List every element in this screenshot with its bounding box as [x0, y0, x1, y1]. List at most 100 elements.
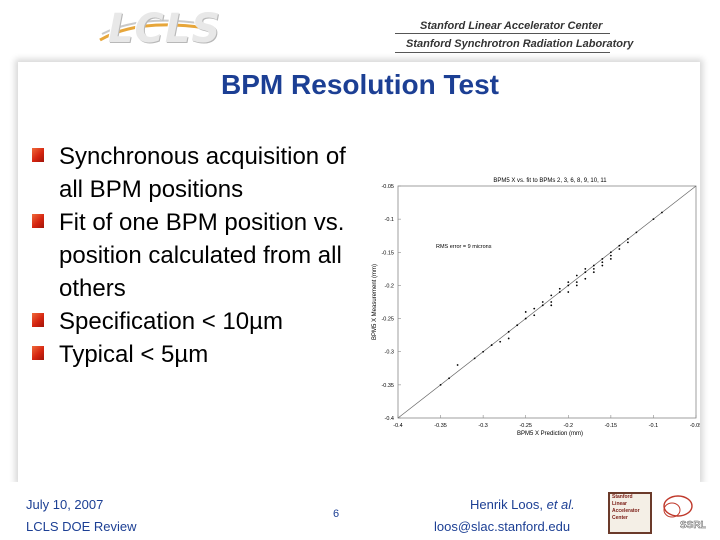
fit-line — [397, 185, 697, 419]
institution-line-2: Stanford Synchrotron Radiation Laborator… — [406, 38, 634, 50]
data-point — [661, 211, 663, 214]
bullet-text: Fit of one BPM position vs. position cal… — [59, 209, 345, 302]
ssrl-ring-icon — [663, 502, 681, 518]
data-point — [618, 244, 621, 247]
y-tick-label: -0.4 — [385, 416, 394, 422]
institution-line-1: Stanford Linear Accelerator Center — [420, 20, 603, 32]
data-point — [652, 218, 655, 221]
bullet-item: Fit of one BPM position vs. position cal… — [30, 206, 360, 305]
data-point — [482, 350, 485, 353]
bullet-list: Synchronous acquisition of all BPM posit… — [30, 140, 360, 371]
data-point — [533, 307, 536, 310]
data-point — [550, 301, 553, 303]
x-tick-label: -0.35 — [434, 423, 447, 429]
bullet-item: Specification < 10µm — [30, 305, 360, 338]
data-point — [473, 357, 476, 360]
y-tick-label: -0.3 — [385, 350, 394, 356]
bullet-text: Typical < 5µm — [59, 341, 209, 368]
slac-logo-line: Accelerator — [612, 508, 640, 514]
data-point — [524, 311, 527, 313]
data-point — [601, 264, 604, 267]
data-point — [550, 294, 553, 297]
data-point — [609, 254, 612, 257]
data-point — [541, 301, 544, 303]
data-point — [584, 277, 587, 280]
bullet-item: Synchronous acquisition of all BPM posit… — [30, 140, 360, 206]
data-point — [592, 267, 595, 270]
data-point — [592, 271, 595, 274]
slide-footer — [0, 482, 720, 540]
chart-title: BPM5 X vs. fit to BPMs 2, 3, 6, 8, 9, 10… — [493, 178, 607, 184]
y-tick-label: -0.15 — [381, 250, 394, 256]
data-point — [575, 284, 578, 287]
data-point — [609, 251, 612, 254]
lcls-logo: LCLS — [108, 6, 222, 52]
data-point — [609, 258, 612, 260]
slide-title: BPM Resolution Test — [221, 69, 499, 100]
data-point — [533, 314, 536, 317]
data-point — [567, 284, 570, 287]
data-point — [558, 291, 561, 293]
data-point — [456, 364, 459, 366]
x-tick-label: -0.1 — [649, 423, 658, 429]
x-tick-label: -0.2 — [564, 423, 573, 429]
slac-logo-line: Center — [612, 515, 628, 521]
data-point — [584, 267, 587, 270]
data-point — [558, 287, 561, 290]
data-point — [550, 304, 553, 307]
data-point — [507, 337, 510, 340]
header-rule-1 — [395, 33, 610, 34]
data-point — [499, 340, 502, 343]
data-point — [541, 304, 544, 307]
x-tick-label: -0.05 — [690, 423, 700, 429]
slac-logo: Stanford Linear Accelerator Center — [608, 492, 652, 534]
ssrl-logo: SSRL — [663, 495, 706, 531]
data-point — [626, 241, 629, 244]
bullet-text: Specification < 10µm — [59, 308, 283, 335]
author-etal: et al. — [546, 497, 575, 512]
page-number: 6 — [333, 508, 340, 520]
y-tick-label: -0.35 — [381, 383, 394, 389]
y-tick-label: -0.1 — [385, 217, 394, 223]
lcls-swoosh-icon — [99, 19, 207, 42]
data-point — [592, 264, 595, 267]
y-axis-label: BPM5 X Measurement (mm) — [372, 264, 378, 340]
y-tick-label: -0.25 — [381, 317, 394, 323]
data-point — [601, 258, 604, 260]
x-axis-label: BPM5 X Prediction (mm) — [517, 431, 583, 437]
data-point — [635, 231, 638, 234]
plot-frame — [397, 185, 697, 419]
bpm-scatter-chart: BPM5 X vs. fit to BPMs 2, 3, 6, 8, 9, 10… — [372, 178, 700, 437]
bullet-marker-icon — [32, 148, 44, 162]
data-point — [584, 271, 587, 274]
footer-event: LCLS DOE Review — [26, 519, 137, 534]
header-rule-2 — [395, 52, 610, 53]
footer-author: Henrik Loos, et al. — [470, 497, 575, 512]
data-point — [524, 317, 527, 320]
bullet-marker-icon — [32, 313, 44, 327]
bullet-item: Typical < 5µm — [30, 338, 360, 371]
slide-body — [18, 62, 700, 482]
slac-logo-line: Linear — [612, 501, 628, 507]
data-point — [618, 248, 621, 250]
bullet-text: Synchronous acquisition of all BPM posit… — [59, 143, 346, 203]
bullet-marker-icon — [32, 214, 44, 228]
footer-email: loos@slac.stanford.edu — [434, 519, 571, 534]
footer-date: July 10, 2007 — [26, 497, 104, 512]
ssrl-logo-text: SSRL — [680, 520, 706, 531]
data-point — [448, 377, 450, 380]
bullet-marker-icon — [32, 346, 44, 360]
data-point — [439, 383, 442, 386]
data-point — [516, 324, 519, 327]
chart-annotation: RMS error = 9 microns — [436, 244, 492, 250]
y-tick-label: -0.2 — [385, 283, 394, 289]
slide-header: LCLS Stanford Linear Accelerator Center … — [0, 0, 720, 58]
author-name: Henrik Loos, — [470, 497, 547, 512]
ssrl-ring-icon — [663, 495, 693, 517]
data-point — [575, 274, 578, 277]
x-tick-label: -0.25 — [519, 423, 532, 429]
x-tick-label: -0.3 — [478, 423, 487, 429]
y-tick-label: -0.05 — [381, 184, 394, 190]
data-point — [626, 238, 629, 240]
data-point — [507, 330, 510, 333]
